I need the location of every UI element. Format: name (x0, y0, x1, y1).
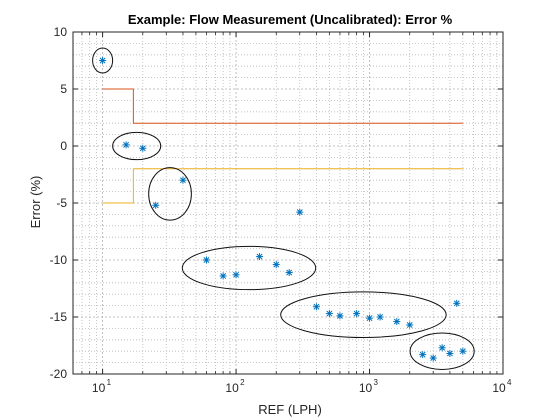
y-tick-label: -5 (56, 196, 67, 210)
x-tick-labels: 10 1 10 2 10 3 10 4 (92, 378, 512, 395)
threshold-line-2 (102, 168, 463, 204)
data-point (393, 318, 401, 326)
data-point (219, 272, 227, 280)
threshold-line-1 (102, 88, 463, 124)
cluster-ellipse-5 (280, 291, 447, 339)
data-point (446, 349, 454, 357)
data-point (459, 347, 467, 355)
data-point (272, 261, 280, 269)
data-point (152, 201, 160, 209)
data-point (139, 144, 147, 152)
x-tick-label-exponent: 1 (107, 378, 112, 387)
data-point (256, 253, 264, 261)
x-tick-label-exponent: 4 (507, 378, 512, 387)
x-tick-label: 10 (225, 381, 239, 395)
data-point (296, 208, 304, 216)
y-tick-label: 0 (60, 139, 67, 153)
y-tick-label: 5 (60, 82, 67, 96)
data-point (336, 312, 344, 320)
data-point (202, 256, 210, 264)
data-point (122, 141, 130, 149)
data-point (232, 271, 240, 279)
y-tick-label: -20 (50, 367, 68, 381)
x-axis-label: REF (LPH) (258, 402, 322, 417)
y-tick-label: 10 (54, 25, 68, 39)
cluster-ellipse-4 (181, 245, 317, 291)
x-tick-label-exponent: 2 (240, 378, 245, 387)
data-point (376, 313, 384, 321)
cluster-ellipse-1 (92, 47, 114, 74)
x-tick-label: 10 (92, 381, 106, 395)
plot-background (73, 32, 503, 374)
y-tick-label: -10 (50, 253, 68, 267)
marker-layer (99, 57, 467, 362)
data-point (312, 303, 320, 311)
y-axis-label: Error (%) (28, 176, 43, 229)
cluster-ellipse-3 (148, 167, 192, 221)
cluster-ellipse-2 (112, 131, 162, 161)
data-point (429, 354, 437, 362)
data-point (453, 299, 461, 307)
data-point (406, 321, 414, 329)
data-point (285, 269, 293, 277)
data-point (366, 314, 374, 322)
y-tick-labels: 10 5 0 -5 -10 -15 -20 (50, 25, 68, 381)
cluster-ellipse-6 (409, 332, 475, 370)
data-point (179, 176, 187, 184)
tick-layer (72, 31, 504, 375)
data-point (419, 351, 427, 359)
x-tick-label: 10 (359, 381, 373, 395)
x-tick-label: 10 (492, 381, 506, 395)
chart-title: Example: Flow Measurement (Uncalibrated)… (128, 12, 453, 27)
y-tick-label: -15 (50, 310, 68, 324)
lines-layer (102, 88, 463, 204)
ellipse-layer (92, 47, 475, 370)
data-point (99, 57, 107, 64)
data-point (325, 310, 333, 318)
data-point (438, 344, 446, 352)
x-tick-label-exponent: 3 (374, 378, 379, 387)
data-point (353, 310, 361, 318)
